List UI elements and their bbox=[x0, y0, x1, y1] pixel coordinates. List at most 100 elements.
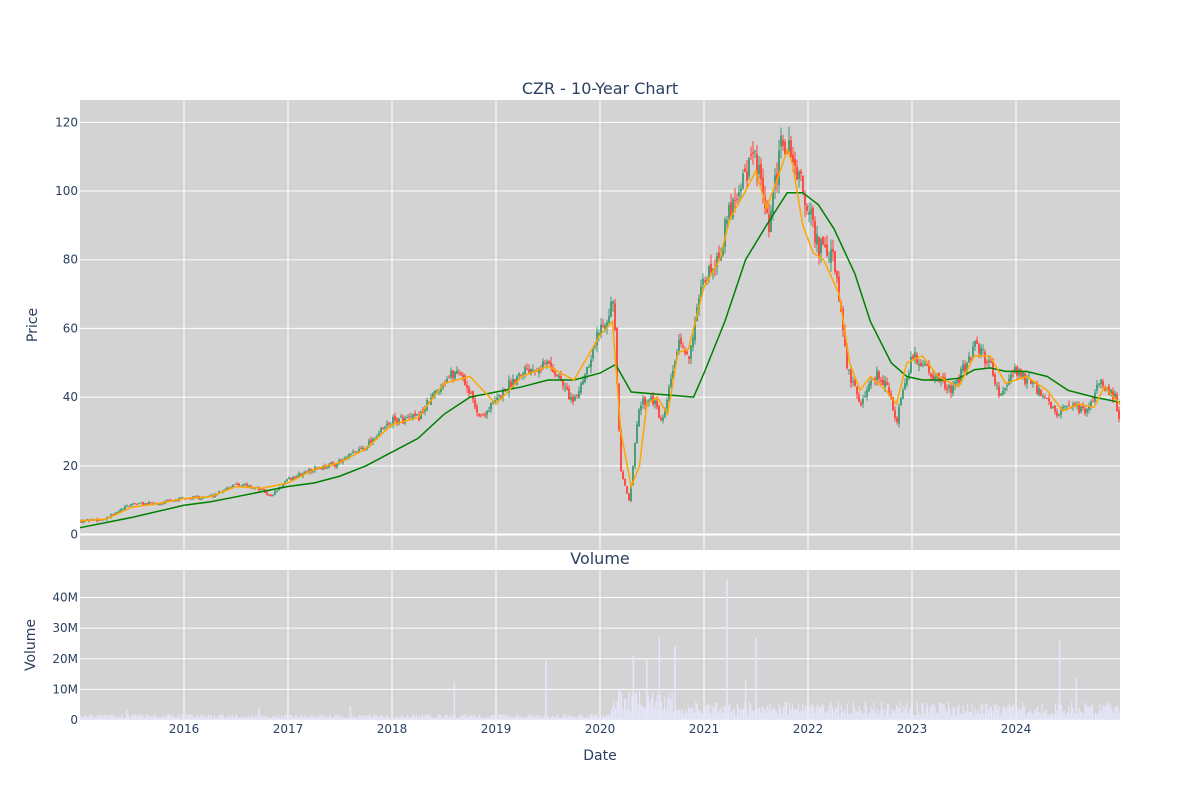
volume-spike-bar bbox=[1058, 640, 1061, 720]
volume-bar bbox=[620, 693, 623, 720]
volume-bar bbox=[907, 713, 909, 720]
candle-body bbox=[414, 413, 416, 416]
candle-body bbox=[832, 249, 834, 253]
volume-bar bbox=[219, 715, 221, 720]
volume-bar bbox=[897, 705, 899, 720]
candle-body bbox=[334, 464, 336, 467]
candle-body bbox=[496, 397, 498, 400]
candle-body bbox=[958, 378, 960, 383]
volume-bar bbox=[983, 714, 985, 720]
volume-bar bbox=[384, 716, 386, 720]
volume-bar bbox=[99, 714, 101, 720]
candle-body bbox=[734, 200, 736, 202]
candle-body bbox=[238, 483, 240, 486]
candle-body bbox=[172, 501, 174, 502]
volume-bar bbox=[809, 708, 811, 720]
candle-body bbox=[562, 380, 564, 386]
volume-bar bbox=[316, 717, 318, 720]
candle-body bbox=[828, 259, 830, 260]
volume-bar bbox=[323, 716, 325, 720]
volume-bar bbox=[867, 715, 869, 720]
candle-body bbox=[596, 332, 598, 346]
volume-bar bbox=[785, 702, 788, 720]
volume-bar bbox=[644, 708, 646, 720]
volume-bar bbox=[488, 717, 490, 720]
candle-body bbox=[454, 371, 456, 379]
volume-bar bbox=[984, 703, 987, 720]
x-tick-label: 2020 bbox=[585, 722, 616, 736]
volume-bar bbox=[193, 716, 195, 720]
volume-bar bbox=[571, 716, 574, 720]
volume-bar bbox=[699, 710, 701, 720]
price-tick-label: 120 bbox=[55, 115, 78, 129]
candle-body bbox=[876, 370, 878, 381]
candle-body bbox=[868, 383, 870, 392]
volume-bar bbox=[1045, 709, 1048, 720]
candle-body bbox=[666, 400, 668, 409]
volume-bar bbox=[552, 715, 554, 720]
volume-bars bbox=[80, 579, 1120, 720]
volume-bar bbox=[696, 703, 698, 720]
volume-bar bbox=[1085, 705, 1088, 720]
candle-body bbox=[582, 380, 584, 385]
candle-body bbox=[758, 165, 760, 175]
volume-bar bbox=[503, 714, 505, 720]
candle-body bbox=[668, 387, 670, 402]
volume-bar bbox=[187, 715, 189, 720]
volume-bar bbox=[989, 706, 991, 720]
candle-body bbox=[930, 373, 932, 377]
volume-bar bbox=[929, 706, 932, 720]
candle-body bbox=[452, 370, 454, 379]
volume-bar bbox=[511, 716, 513, 720]
candle-body bbox=[446, 378, 448, 383]
candle-body bbox=[460, 372, 462, 375]
volume-bar bbox=[882, 708, 884, 720]
candle-body bbox=[332, 461, 334, 465]
candle-body bbox=[998, 386, 1000, 396]
volume-bar bbox=[144, 717, 146, 720]
volume-spike-bar bbox=[646, 658, 648, 720]
candle-body bbox=[398, 418, 400, 425]
volume-bar bbox=[858, 706, 860, 720]
volume-bar bbox=[582, 716, 584, 720]
volume-bar bbox=[790, 709, 792, 720]
volume-tick-label: 10M bbox=[52, 682, 78, 696]
candle-body bbox=[498, 394, 500, 397]
candle-body bbox=[812, 207, 814, 221]
candle-body bbox=[102, 519, 104, 521]
volume-bar bbox=[732, 709, 734, 720]
volume-bar bbox=[509, 717, 511, 720]
volume-bar bbox=[415, 714, 418, 720]
candle-body bbox=[546, 361, 548, 365]
volume-bar bbox=[613, 700, 615, 720]
volume-bar bbox=[291, 715, 293, 720]
volume-bar bbox=[1081, 713, 1083, 720]
candle-body bbox=[742, 173, 744, 189]
candle-body bbox=[438, 391, 440, 393]
volume-bar bbox=[635, 691, 637, 720]
candle-body bbox=[836, 270, 838, 278]
volume-bar bbox=[669, 699, 672, 720]
volume-bar bbox=[949, 707, 951, 720]
candle-body bbox=[476, 406, 478, 413]
volume-bar bbox=[1042, 712, 1045, 720]
candle-body bbox=[612, 301, 614, 304]
volume-bar bbox=[678, 709, 681, 720]
volume-bar bbox=[142, 714, 144, 720]
candle-body bbox=[776, 173, 778, 182]
volume-bar bbox=[1020, 709, 1022, 720]
candle-body bbox=[502, 389, 504, 397]
candle-body bbox=[642, 398, 644, 404]
volume-bar bbox=[89, 713, 91, 720]
candle-body bbox=[482, 414, 484, 416]
volume-bar bbox=[420, 716, 422, 720]
volume-bar bbox=[239, 718, 241, 720]
volume-bar bbox=[445, 714, 447, 720]
candle-body bbox=[436, 390, 438, 392]
volume-bar bbox=[598, 716, 600, 720]
volume-bar bbox=[996, 708, 999, 720]
volume-bar bbox=[964, 713, 966, 720]
price-tick-label: 40 bbox=[63, 390, 78, 404]
volume-bar bbox=[817, 703, 819, 720]
volume-bar bbox=[944, 708, 947, 720]
